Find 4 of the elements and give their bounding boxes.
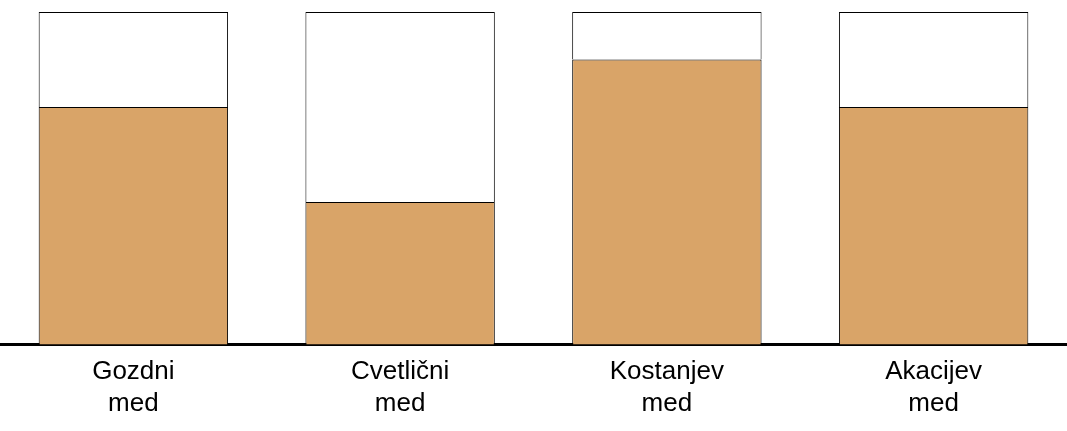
x-tick-label: Gozdni med: [92, 355, 175, 417]
x-tick-label: Akacijev med: [885, 355, 983, 417]
x-tick-label: Kostanjev med: [609, 355, 724, 417]
x-tick-label: Cvetlični med: [351, 355, 450, 417]
